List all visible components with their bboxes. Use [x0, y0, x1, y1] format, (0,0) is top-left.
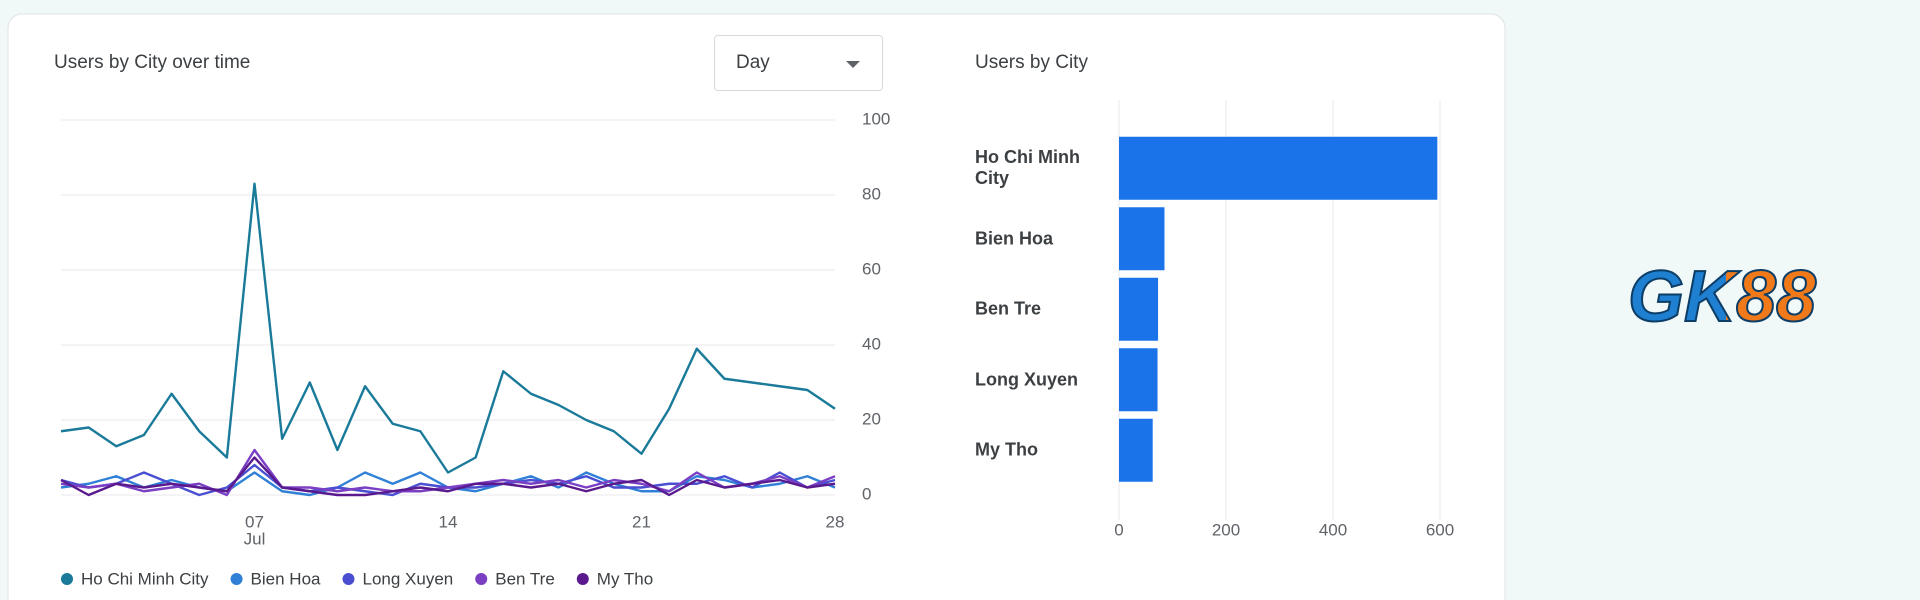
y-tick-label: Long Xuyen: [975, 369, 1078, 390]
bar: [1119, 277, 1159, 341]
legend-marker: [342, 573, 355, 585]
legend-marker: [61, 573, 73, 585]
legend-label: Bien Hoa: [251, 569, 321, 588]
legend-marker: [230, 573, 243, 585]
x-tick-label: 14: [439, 512, 458, 531]
x-tick-label: 0: [1114, 520, 1123, 539]
x-tick-label: 600: [1426, 520, 1454, 539]
line-series: [60, 456, 836, 497]
legend-label: Ho Chi Minh City: [81, 569, 209, 588]
card: [7, 13, 1506, 600]
x-tick-label: 07: [245, 512, 264, 531]
logo: GK88: [1628, 257, 1816, 337]
y-tick-label: Bien Hoa: [975, 228, 1054, 249]
y-tick-label: Ben Tre: [975, 298, 1042, 319]
line-series: [60, 448, 836, 497]
legend-marker: [475, 573, 488, 585]
legend-label: Ben Tre: [495, 569, 555, 588]
y-tick-label: My Tho: [975, 439, 1038, 460]
dropdown-label: Day: [736, 52, 770, 73]
bar: [1119, 348, 1158, 412]
y-tick-label: 40: [862, 334, 881, 353]
y-tick-label: 100: [862, 109, 890, 128]
x-tick-label: 400: [1319, 520, 1347, 539]
bar: [1119, 136, 1438, 200]
y-tick-label: Ho Chi Minh City: [975, 147, 1080, 189]
x-tick-label: 200: [1212, 520, 1240, 539]
y-tick-label: 80: [862, 184, 881, 203]
y-tick-label: 20: [862, 409, 881, 428]
line-series: [60, 182, 836, 474]
legend-marker: [576, 573, 589, 585]
x-tick-label: 21: [632, 512, 651, 531]
chart-title: Users by City: [975, 52, 1088, 73]
x-tick-label: 28: [826, 512, 845, 531]
legend-label: My Tho: [597, 569, 653, 588]
bar: [1119, 207, 1165, 271]
dropdown-arrow: [846, 61, 860, 68]
y-tick-label: 0: [862, 484, 871, 503]
x-month-label: Jul: [244, 529, 266, 548]
bar: [1119, 418, 1153, 482]
chart-title: Users by City over time: [54, 52, 250, 73]
dropdown[interactable]: Day: [714, 35, 883, 91]
legend-label: Long Xuyen: [362, 569, 453, 588]
y-tick-label: 60: [862, 259, 881, 278]
